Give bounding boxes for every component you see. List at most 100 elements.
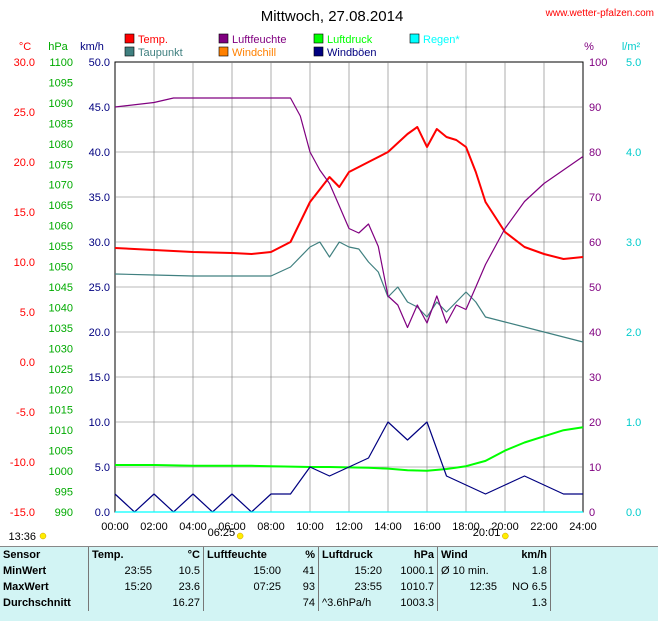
legend-swatch	[313, 33, 324, 44]
cell: 41	[302, 565, 315, 577]
hdr-hum: Luftfeuchte	[203, 547, 284, 563]
row-label: Durchschnitt	[3, 597, 71, 609]
rain-unit-label: l/m²	[622, 41, 641, 53]
humidity-axis-tick: 30	[589, 372, 601, 384]
pressure-axis-tick: 1080	[49, 139, 73, 151]
cell: ^3.6hPa/h	[318, 595, 385, 611]
pressure-axis-tick: 1025	[49, 364, 73, 376]
hdr-temp: Temp.	[88, 547, 155, 563]
pressure-axis-tick: 1020	[49, 384, 73, 396]
rain-axis-tick: 5.0	[626, 57, 641, 69]
cell: 1.3	[531, 597, 547, 609]
x-axis-tick: 10:00	[296, 521, 324, 533]
pressure-axis-tick: 1065	[49, 200, 73, 212]
pressure-axis-tick: 1090	[49, 98, 73, 110]
cell: 23:55	[88, 563, 155, 579]
temp-axis-tick: 5.0	[20, 307, 35, 319]
cell: 15:20	[88, 579, 155, 595]
pressure-axis-tick: 1050	[49, 262, 73, 274]
cell: 12:35	[437, 579, 500, 595]
wind-axis-tick: 45.0	[89, 102, 110, 114]
humidity-axis-tick: 40	[589, 327, 601, 339]
stats-table: Sensor Temp. °C Luftfeuchte % Luftdruck …	[0, 546, 658, 621]
rain-axis-tick: 1.0	[626, 417, 641, 429]
x-axis-tick: 16:00	[413, 521, 441, 533]
legend-swatch	[409, 33, 420, 44]
legend-label: Windchill	[232, 47, 276, 59]
x-axis-tick: 20:00	[491, 521, 519, 533]
cell: 1.8	[531, 565, 547, 577]
legend-swatch	[218, 33, 229, 44]
rain-axis-tick: 2.0	[626, 327, 641, 339]
tick-labels: 30.0 25.0 20.0 15.0 10.0 5.0 0.0 -5.0 -10.0 -15.0…	[10, 57, 641, 533]
pressure-axis-tick: 990	[55, 507, 73, 519]
humidity-axis-tick: 50	[589, 282, 601, 294]
cell: 93	[302, 581, 315, 593]
pressure-axis-tick: 1060	[49, 221, 73, 233]
sun-time-label: 06:25	[208, 527, 236, 539]
cell	[437, 595, 500, 611]
sun-markers: 13:36 06:25 20:01	[8, 527, 509, 543]
pressure-axis-tick: 1030	[49, 343, 73, 355]
wind-axis-tick: 50.0	[89, 57, 110, 69]
series-line	[115, 426, 584, 472]
sun-icon	[502, 532, 509, 540]
cell: Ø 10 min.	[437, 563, 500, 579]
pressure-unit-label: hPa	[48, 41, 68, 53]
site-link[interactable]: www.wetter-pfalzen.com	[545, 8, 654, 19]
wind-axis-tick: 20.0	[89, 327, 110, 339]
pressure-axis-tick: 1045	[49, 282, 73, 294]
stats-row-max: MaxWert 15:20 23.6 07:25 93 23:55 1010.7…	[0, 579, 647, 595]
wind-axis-tick: 15.0	[89, 372, 110, 384]
sun-time-label: 20:01	[473, 527, 501, 539]
weather-chart: Mittwoch, 27.08.2014 www.wetter-pfalzen.…	[8, 8, 654, 543]
cell: 15:20	[318, 563, 385, 579]
wind-axis-tick: 10.0	[89, 417, 110, 429]
cell: 1010.7	[400, 581, 434, 593]
wind-axis-tick: 0.0	[95, 507, 110, 519]
rain-axis-tick: 0.0	[626, 507, 641, 519]
legend-swatch	[218, 46, 229, 57]
hdr-wind: Wind	[437, 547, 500, 563]
humidity-axis-tick: 90	[589, 102, 601, 114]
humidity-axis-tick: 70	[589, 192, 601, 204]
empty-cell	[550, 547, 647, 563]
legend-swatch	[124, 46, 135, 57]
x-axis-tick: 04:00	[179, 521, 207, 533]
hdr-sensor: Sensor	[3, 549, 41, 561]
pressure-axis-tick: 1035	[49, 323, 73, 335]
pressure-axis-tick: 995	[55, 487, 73, 499]
rain-axis-tick: 3.0	[626, 237, 641, 249]
temp-axis-tick: -10.0	[10, 457, 35, 469]
temp-unit-label: °C	[19, 41, 31, 53]
x-axis-tick: 00:00	[101, 521, 129, 533]
temp-axis-tick: 15.0	[14, 207, 35, 219]
cell: 23:55	[318, 579, 385, 595]
pressure-axis-tick: 1005	[49, 446, 73, 458]
x-axis-tick: 18:00	[452, 521, 480, 533]
empty-cell	[550, 563, 647, 579]
chart-title: Mittwoch, 27.08.2014	[261, 8, 404, 25]
hdr-wind-unit: km/h	[521, 549, 547, 561]
wind-axis-tick: 40.0	[89, 147, 110, 159]
wind-axis-tick: 30.0	[89, 237, 110, 249]
x-axis-tick: 22:00	[530, 521, 558, 533]
rain-axis-tick: 4.0	[626, 147, 641, 159]
pressure-axis-tick: 1010	[49, 425, 73, 437]
cell: 07:25	[203, 579, 284, 595]
series-line	[114, 126, 584, 260]
row-label: MaxWert	[3, 581, 49, 593]
wind-unit-label: km/h	[80, 41, 104, 53]
x-axis-tick: 02:00	[140, 521, 168, 533]
temp-axis-tick: 0.0	[20, 357, 35, 369]
cell	[88, 595, 155, 611]
cell: 1000.1	[400, 565, 434, 577]
humidity-axis-tick: 100	[589, 57, 607, 69]
humidity-unit-label: %	[584, 41, 594, 53]
humidity-axis-tick: 20	[589, 417, 601, 429]
wind-axis-tick: 5.0	[95, 462, 110, 474]
temp-axis-tick: 25.0	[14, 107, 35, 119]
temp-axis-tick: 20.0	[14, 157, 35, 169]
pressure-axis-tick: 1100	[49, 57, 73, 69]
